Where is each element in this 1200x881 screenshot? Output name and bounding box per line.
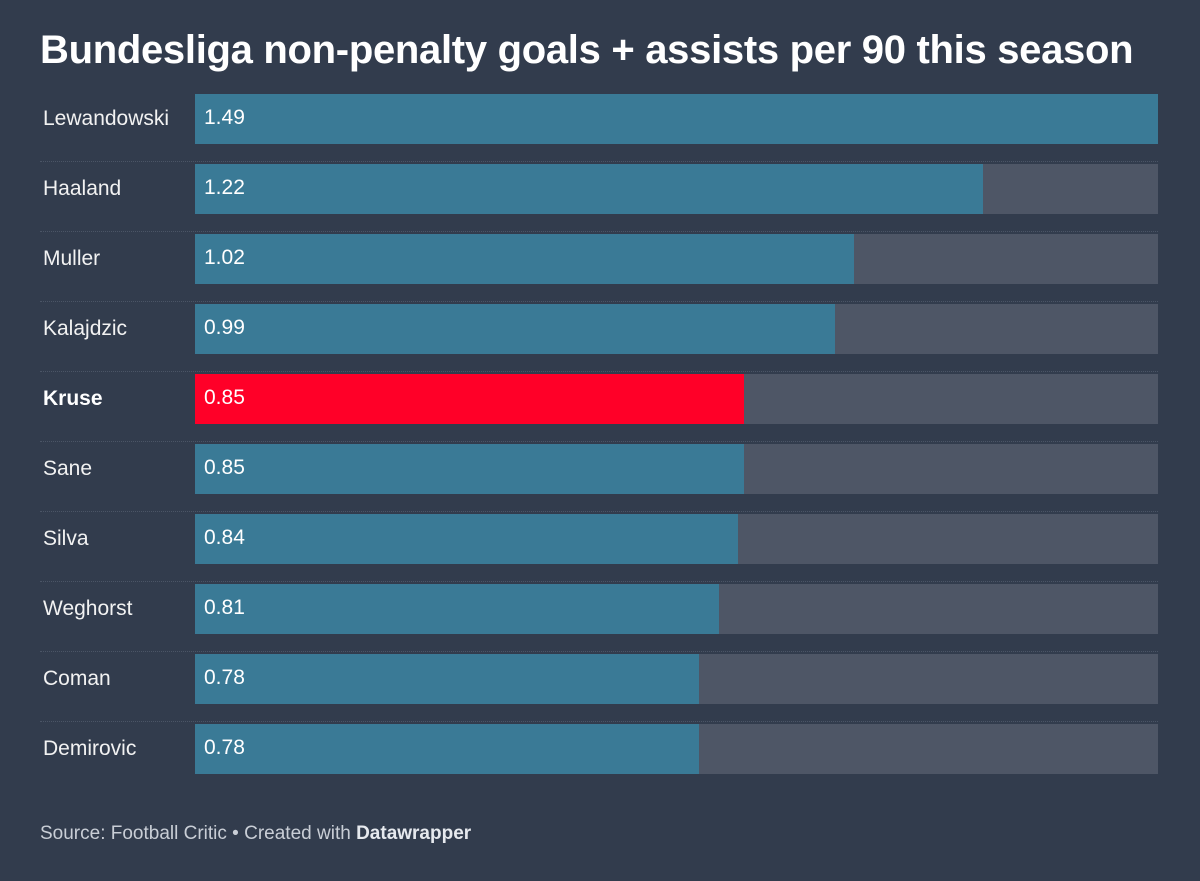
bar (195, 514, 738, 564)
bar-row: Muller 1.02 (40, 232, 1158, 302)
source-text: Source: Football Critic (40, 823, 227, 844)
data-label: 1.49 (204, 106, 245, 129)
category-label: Haaland (43, 177, 122, 200)
bar (195, 164, 983, 214)
bar-row: Coman 0.78 (40, 652, 1158, 722)
category-label: Coman (43, 667, 111, 690)
bar-row: Sane 0.85 (40, 442, 1158, 512)
data-label: 0.81 (204, 596, 245, 619)
data-label: 0.78 (204, 666, 245, 689)
bar-row: Kalajdzic 0.99 (40, 302, 1158, 372)
category-label: Lewandowski (43, 107, 170, 130)
bar-row: Kruse 0.85 (40, 372, 1158, 442)
category-label: Kalajdzic (43, 317, 128, 340)
bar-track: 0.84 (195, 514, 1158, 564)
chart-rows: Lewandowski 1.49 Haaland 1.22 Muller 1.02 Kala… (40, 92, 1158, 792)
data-label: 0.84 (204, 526, 245, 549)
bar-track: 0.85 (195, 444, 1158, 494)
bar (195, 724, 699, 774)
data-label: 0.99 (204, 316, 245, 339)
chart-footer: Source: Football Critic • Created with D… (40, 823, 471, 845)
bar-row: Weghorst 0.81 (40, 582, 1158, 652)
bar-track: 1.22 (195, 164, 1158, 214)
data-label: 0.78 (204, 736, 245, 759)
bar-track: 1.02 (195, 234, 1158, 284)
bar-track: 0.78 (195, 654, 1158, 704)
bar (195, 444, 744, 494)
category-label: Muller (43, 247, 101, 270)
created-with-text: Created with (244, 823, 357, 844)
bar (195, 304, 835, 354)
data-label: 0.85 (204, 456, 245, 479)
category-label: Kruse (43, 387, 103, 410)
category-label: Weghorst (43, 597, 133, 620)
data-label: 1.02 (204, 246, 245, 269)
bar (195, 94, 1158, 144)
bar-row: Haaland 1.22 (40, 162, 1158, 232)
category-label: Sane (43, 457, 93, 480)
highlight-bar (195, 374, 744, 424)
bar (195, 654, 699, 704)
data-label: 1.22 (204, 176, 245, 199)
bar-track: 0.85 (195, 374, 1158, 424)
data-label: 0.85 (204, 386, 245, 409)
bar-track: 0.78 (195, 724, 1158, 774)
datawrapper-link[interactable]: Datawrapper (356, 823, 472, 844)
bar-track: 0.99 (195, 304, 1158, 354)
chart-title: Bundesliga non-penalty goals + assists p… (40, 28, 1134, 72)
bar (195, 584, 719, 634)
separator: • (226, 823, 245, 844)
bar-track: 1.49 (195, 94, 1158, 144)
category-label: Silva (43, 527, 89, 550)
bar-track: 0.81 (195, 584, 1158, 634)
bar-row: Lewandowski 1.49 (40, 92, 1158, 162)
bar-row: Demirovic 0.78 (40, 722, 1158, 792)
category-label: Demirovic (43, 737, 137, 760)
bar-row: Silva 0.84 (40, 512, 1158, 582)
bar (195, 234, 854, 284)
